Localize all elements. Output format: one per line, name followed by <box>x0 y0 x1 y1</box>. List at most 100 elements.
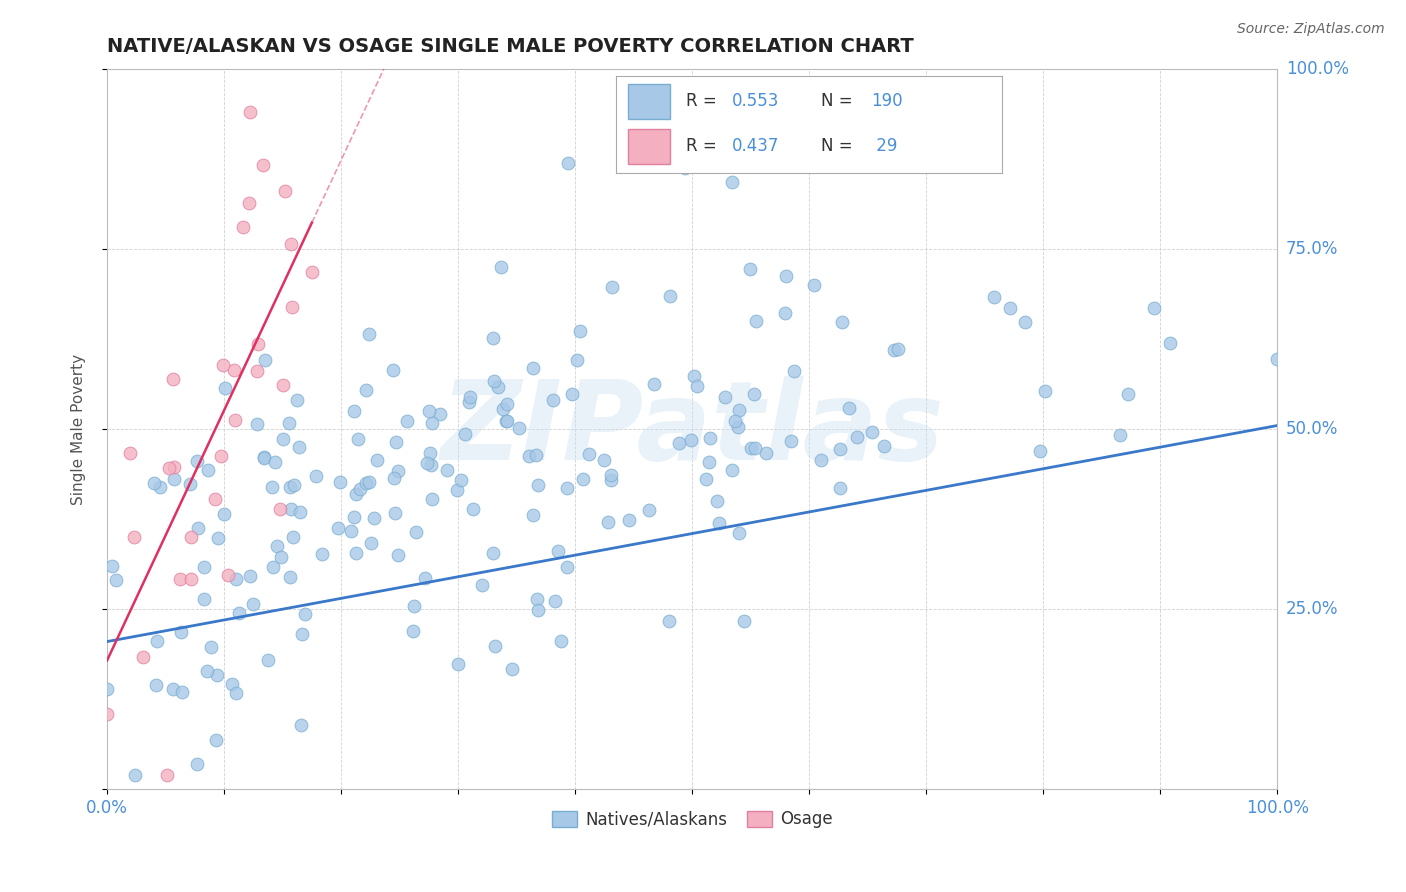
Point <box>193 592 215 607</box>
Point <box>326 521 349 535</box>
Point <box>496 397 519 411</box>
Point <box>458 390 481 404</box>
Point <box>396 414 419 428</box>
Point <box>420 417 443 431</box>
Point <box>366 453 388 467</box>
Point <box>207 531 229 545</box>
Point <box>522 508 544 523</box>
Point <box>458 394 481 409</box>
Point <box>557 559 579 574</box>
Text: 100.0%: 100.0% <box>1286 60 1348 78</box>
Point <box>446 657 468 671</box>
Text: Source: ZipAtlas.com: Source: ZipAtlas.com <box>1237 22 1385 37</box>
Point <box>96 682 118 697</box>
Point <box>311 547 333 561</box>
Point <box>461 502 484 516</box>
Point <box>720 175 742 189</box>
Point <box>142 476 165 491</box>
Point <box>162 472 184 486</box>
Point <box>281 300 304 314</box>
Point <box>132 650 155 665</box>
Point <box>278 416 301 430</box>
Point <box>262 560 284 574</box>
Point <box>343 404 366 418</box>
Point <box>600 279 623 293</box>
Point <box>413 571 436 585</box>
Point <box>211 359 233 373</box>
Point <box>673 161 696 175</box>
Point <box>347 432 370 446</box>
Point <box>269 502 291 516</box>
Point <box>838 401 860 415</box>
Point <box>149 480 172 494</box>
Point <box>436 463 458 477</box>
Point <box>283 530 305 544</box>
Text: 75.0%: 75.0% <box>1286 240 1339 258</box>
Point <box>418 404 440 418</box>
Point <box>254 353 277 368</box>
Point <box>617 513 640 527</box>
Point <box>728 402 751 417</box>
Point <box>543 393 565 408</box>
Point <box>775 268 797 283</box>
Point <box>96 707 118 722</box>
Point <box>517 449 540 463</box>
Point <box>246 337 269 351</box>
Point <box>738 262 761 277</box>
Point <box>301 265 323 279</box>
Point <box>387 464 409 478</box>
Point <box>100 559 122 574</box>
Point <box>280 501 302 516</box>
Point <box>253 450 276 464</box>
Point <box>217 568 239 582</box>
Point <box>170 625 193 640</box>
Point <box>544 593 567 607</box>
Point <box>363 511 385 525</box>
Point <box>224 412 246 426</box>
Point <box>359 327 381 342</box>
Point <box>637 502 659 516</box>
Point <box>197 463 219 477</box>
Point <box>779 434 801 448</box>
Point <box>180 572 202 586</box>
Point <box>252 158 274 172</box>
Point <box>291 627 314 641</box>
Point <box>1143 301 1166 315</box>
Point <box>482 546 505 560</box>
Point <box>524 448 547 462</box>
Point <box>163 460 186 475</box>
Point <box>828 442 851 457</box>
Legend: Natives/Alaskans, Osage: Natives/Alaskans, Osage <box>546 804 839 835</box>
Point <box>1014 315 1036 329</box>
Point <box>527 603 550 617</box>
Y-axis label: Single Male Poverty: Single Male Poverty <box>72 353 86 505</box>
Point <box>846 429 869 443</box>
Point <box>122 531 145 545</box>
Point <box>1116 387 1139 401</box>
Point <box>145 678 167 692</box>
Point <box>886 342 908 356</box>
Point <box>420 458 443 473</box>
Point <box>260 480 283 494</box>
Point <box>253 450 276 465</box>
Text: NATIVE/ALASKAN VS OSAGE SINGLE MALE POVERTY CORRELATION CHART: NATIVE/ALASKAN VS OSAGE SINGLE MALE POVE… <box>107 37 914 56</box>
Point <box>271 432 294 446</box>
Point <box>360 535 382 549</box>
Point <box>492 402 515 417</box>
Point <box>723 414 745 428</box>
Point <box>402 599 425 614</box>
Point <box>572 472 595 486</box>
Point <box>569 325 592 339</box>
Point <box>596 516 619 530</box>
Point <box>246 417 269 431</box>
Point <box>706 493 728 508</box>
Point <box>118 445 141 459</box>
Point <box>162 372 184 386</box>
Point <box>727 420 749 434</box>
Point <box>339 524 361 538</box>
Point <box>162 681 184 696</box>
Point <box>721 463 744 477</box>
Point <box>288 440 311 454</box>
Point <box>481 331 503 345</box>
Point <box>186 756 208 771</box>
